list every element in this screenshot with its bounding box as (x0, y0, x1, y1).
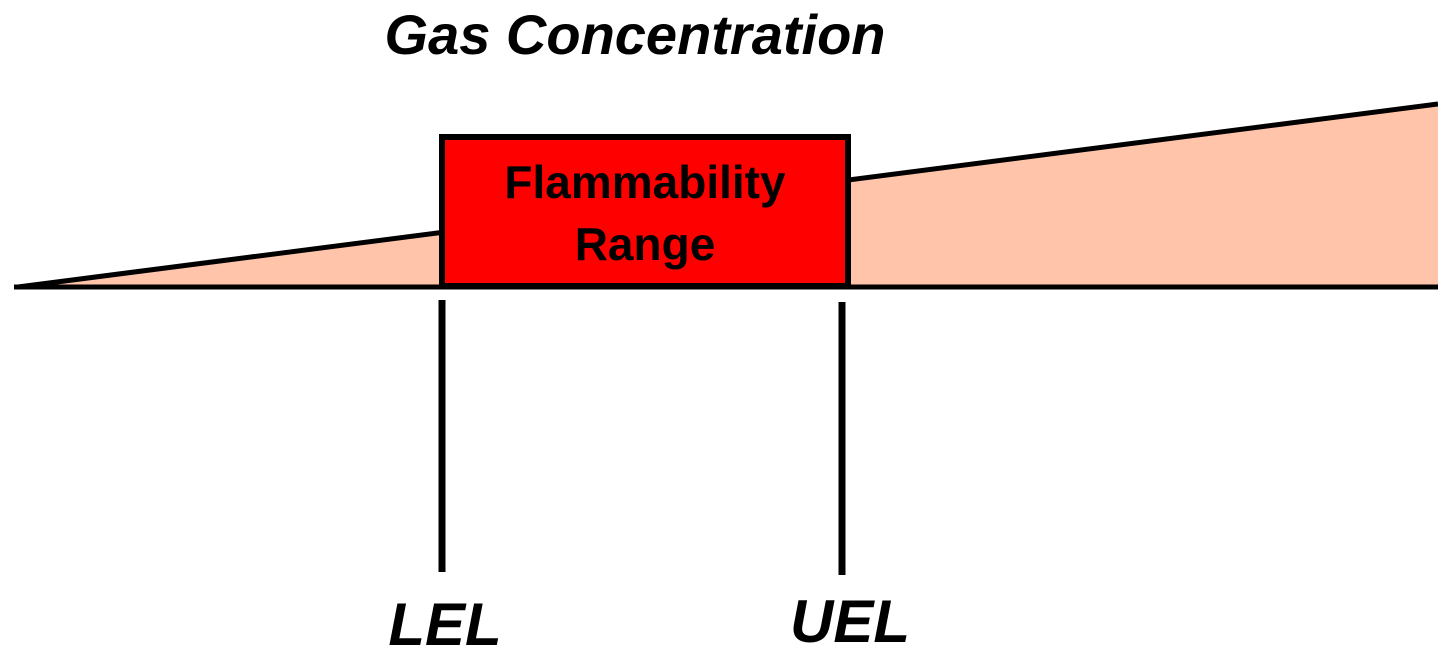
title: Gas Concentration (385, 3, 886, 66)
lel-label: LEL (388, 591, 501, 648)
uel-label: UEL (790, 588, 910, 648)
flammability-box (439, 134, 851, 289)
range-label-line2: Range (575, 218, 716, 270)
range-label-line1: Flammability (504, 156, 786, 208)
